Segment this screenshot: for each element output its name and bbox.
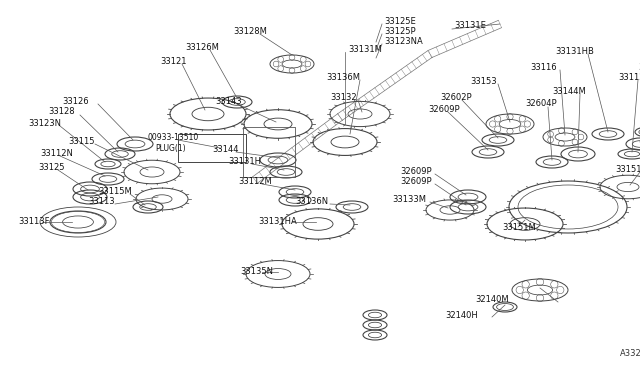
Text: 33131HB: 33131HB [555,48,594,57]
Text: 33113: 33113 [88,198,115,206]
Text: 33153: 33153 [470,77,497,87]
Text: 32609P: 32609P [428,105,460,113]
Text: 00933-13510: 00933-13510 [148,134,199,142]
Bar [178,134,246,162]
Text: 33151: 33151 [615,166,640,174]
Text: 33136M: 33136M [326,74,360,83]
Text: 33136N: 33136N [295,198,328,206]
Text: 33133M: 33133M [392,196,426,205]
Text: 33128M: 33128M [233,28,267,36]
Text: 32609P: 32609P [400,177,431,186]
Text: 33135N: 33135N [240,267,273,276]
Text: 33131H: 33131H [228,157,261,167]
Text: 33143: 33143 [215,97,242,106]
Text: 33126M: 33126M [185,44,219,52]
Text: 33131M: 33131M [348,45,382,55]
Text: 33115M: 33115M [98,187,132,196]
Text: 32604P: 32604P [525,99,557,109]
Text: 33131E: 33131E [454,22,486,31]
Text: A332*0058: A332*0058 [620,350,640,359]
Text: 33121: 33121 [160,58,186,67]
Text: 32609P: 32609P [400,167,431,176]
Text: 33125P: 33125P [384,28,415,36]
Text: 32140H: 32140H [445,311,477,320]
Text: 33132: 33132 [330,93,356,103]
Text: 33144M: 33144M [552,87,586,96]
Text: 33112N: 33112N [40,150,73,158]
Text: 33112M: 33112M [238,177,272,186]
Text: 32701M: 32701M [638,62,640,71]
Text: 32140M: 32140M [475,295,509,305]
Text: 33125E: 33125E [384,17,416,26]
Text: 32602P: 32602P [440,93,472,102]
Text: 33131HA: 33131HA [258,218,297,227]
Text: 33123NA: 33123NA [384,38,423,46]
Text: 33144: 33144 [212,145,239,154]
Text: 33116: 33116 [530,62,557,71]
Text: 33113F: 33113F [18,218,49,227]
Text: 33112P: 33112P [618,73,640,81]
Text: 33123N: 33123N [28,119,61,128]
Text: 33125: 33125 [38,164,65,173]
Text: PLUG(1): PLUG(1) [155,144,186,153]
Text: 33126: 33126 [62,97,88,106]
Text: 33151M: 33151M [502,222,536,231]
Text: 33128: 33128 [48,108,75,116]
Text: 33115: 33115 [68,138,95,147]
